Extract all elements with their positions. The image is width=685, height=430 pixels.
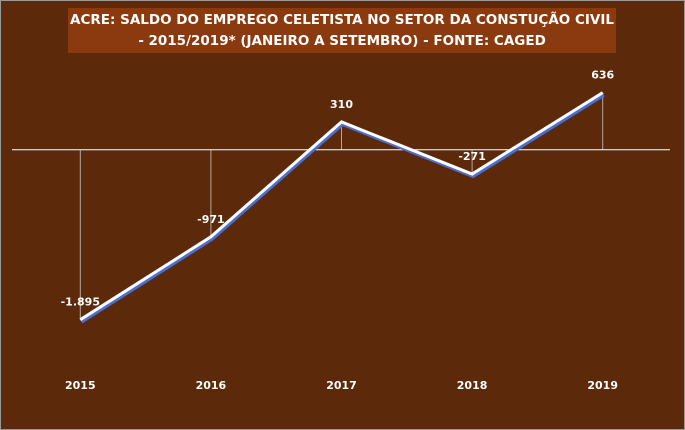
data-label: -1.895	[61, 296, 100, 309]
line	[79, 91, 604, 321]
data-label: -271	[458, 150, 486, 163]
data-label: 636	[591, 69, 614, 82]
chart-title: ACRE: SALDO DO EMPREGO CELETISTA NO SETO…	[70, 11, 614, 28]
x-tick-label: 2015	[65, 379, 96, 392]
title-box	[68, 8, 616, 53]
chart-title: - 2015/2019* (JANEIRO A SETEMBRO) - FONT…	[138, 33, 546, 49]
data-label: 310	[330, 98, 353, 111]
x-tick-label: 2019	[587, 379, 618, 392]
x-tick-label: 2018	[457, 379, 488, 392]
x-tick-label: 2016	[196, 379, 227, 392]
data-label: -971	[197, 213, 225, 226]
x-tick-label: 2017	[326, 379, 357, 392]
